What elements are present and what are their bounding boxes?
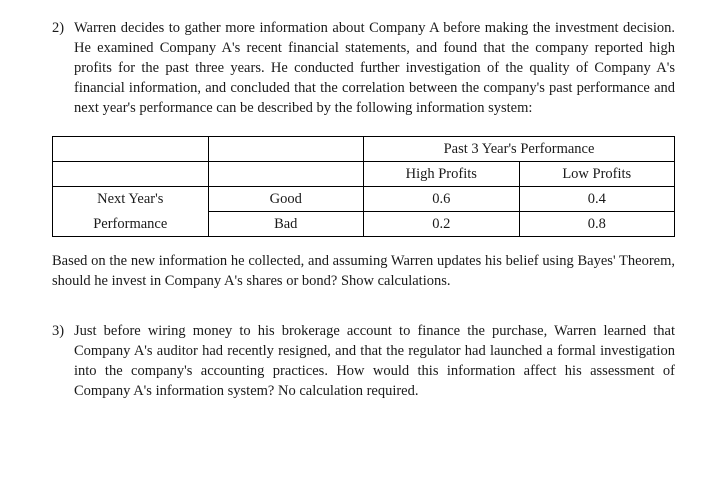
table-col-low-profits: Low Profits <box>519 162 675 187</box>
table-cell: 0.6 <box>364 187 520 212</box>
question-3-number: 3) <box>52 321 74 401</box>
information-system-table: Past 3 Year's Performance High Profits L… <box>52 136 675 237</box>
table-row-good: Good <box>208 187 364 212</box>
table-rowlabel-next-years: Next Year's <box>53 187 209 212</box>
table-cell: 0.8 <box>519 212 675 237</box>
question-3-body: Just before wiring money to his brokerag… <box>74 321 675 401</box>
table-blank <box>208 137 364 162</box>
question-2-followup: Based on the new information he collecte… <box>52 251 675 291</box>
table-col-high-profits: High Profits <box>364 162 520 187</box>
question-3: 3) Just before wiring money to his broke… <box>52 321 675 401</box>
question-2: 2) Warren decides to gather more informa… <box>52 18 675 118</box>
question-2-number: 2) <box>52 18 74 118</box>
table-rowlabel-performance: Performance <box>53 212 209 237</box>
question-2-body: Warren decides to gather more informatio… <box>74 18 675 118</box>
table-cell: 0.2 <box>364 212 520 237</box>
table-blank <box>53 162 209 187</box>
table-row-bad: Bad <box>208 212 364 237</box>
page: 2) Warren decides to gather more informa… <box>0 0 727 401</box>
table-header-past-performance: Past 3 Year's Performance <box>364 137 675 162</box>
table-blank <box>53 137 209 162</box>
table-cell: 0.4 <box>519 187 675 212</box>
table-blank <box>208 162 364 187</box>
